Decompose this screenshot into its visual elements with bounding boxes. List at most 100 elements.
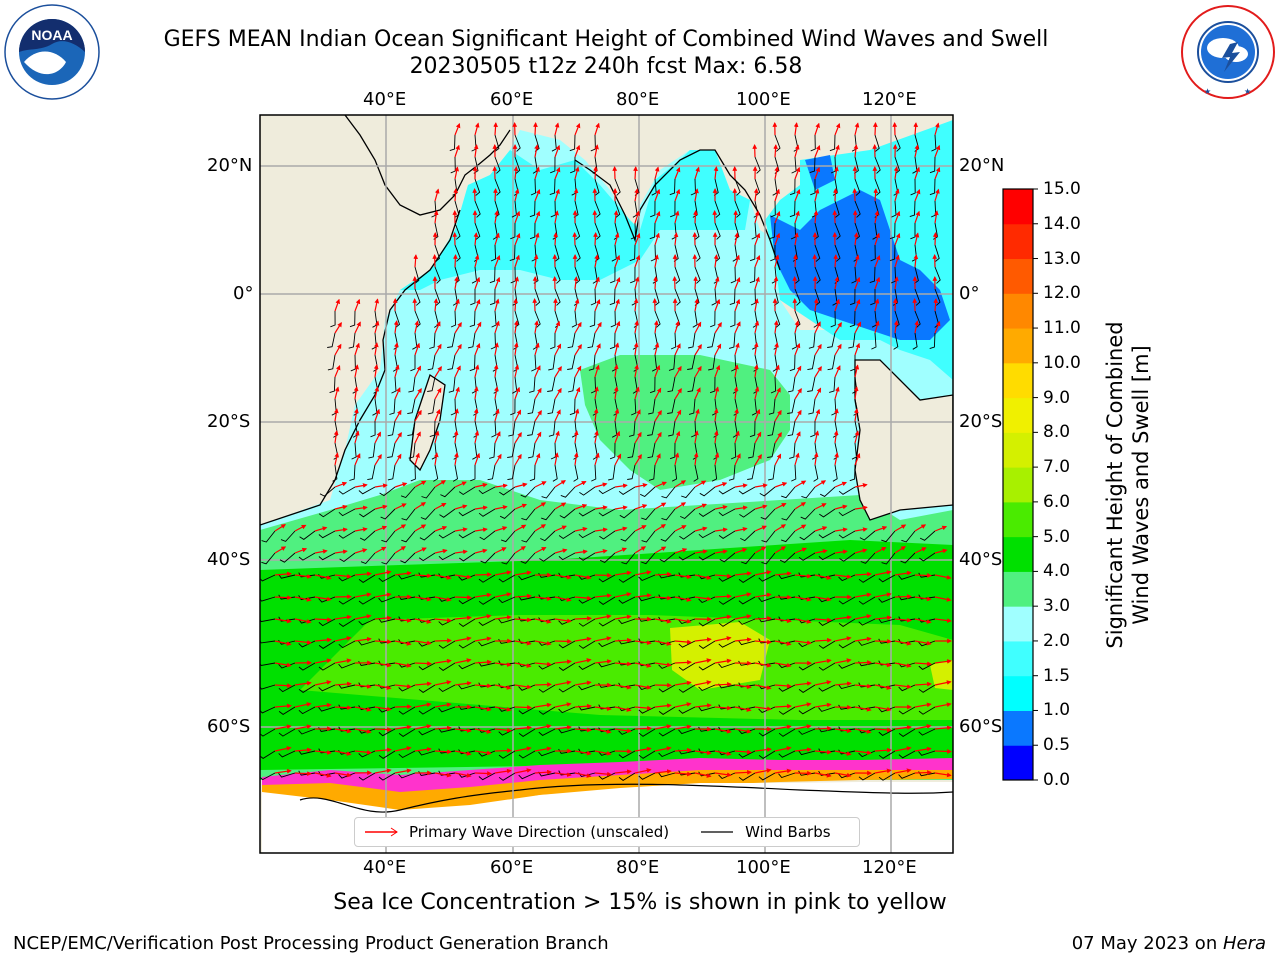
wind-barb [754,156,761,174]
wave-direction-arrow [614,298,620,312]
wind-barb [438,706,456,713]
wave-direction-arrow [434,617,452,623]
wave-direction-arrow [394,409,402,422]
wave-direction-arrow [374,386,380,400]
wave-direction-arrow [714,658,732,664]
wave-direction-arrow [454,549,468,555]
wave-direction-arrow [314,526,328,532]
wind-barb [489,288,496,306]
wave-direction-arrow [934,680,952,686]
wave-direction-arrow [814,480,827,488]
wave-direction-arrow [914,210,921,224]
wind-barb [650,200,656,218]
wave-direction-arrow [754,525,767,532]
map-subtitle: 20230505 t12z 240h fcst Max: 6.58 [409,54,803,79]
wind-barb [558,552,576,561]
wave-direction-arrow [554,618,572,624]
wave-direction-arrow [814,549,828,554]
wind-barb [738,596,756,605]
wave-direction-arrow [394,524,407,532]
wave-direction-arrow [514,640,532,646]
wind-barb [318,508,336,518]
wind-barb [808,398,816,415]
wind-barb [539,552,556,562]
wind-barb [518,750,536,759]
wave-direction-arrow [534,365,541,378]
wind-barb [789,354,796,372]
wave-direction-arrow [694,321,702,334]
wind-barb [408,376,416,393]
wind-barb [758,772,776,781]
wave-direction-arrow [714,573,732,579]
wind-barb [628,420,636,437]
wave-direction-arrow [754,320,760,334]
wave-direction-arrow [814,188,820,202]
wind-barb [260,574,276,582]
wind-barb [318,640,336,649]
wind-barb [878,750,896,759]
wave-direction-arrow [894,684,912,689]
wave-direction-arrow [574,658,592,664]
wind-barb [470,465,476,482]
wave-direction-arrow [894,210,901,224]
wave-direction-arrow [614,547,627,554]
wave-direction-arrow [554,409,561,422]
wave-direction-arrow [794,320,800,334]
wind-barb [261,552,276,565]
wave-direction-arrow [334,481,348,488]
wave-direction-arrow [734,408,739,422]
wind-barb [500,530,516,543]
wave-direction-arrow [554,144,561,158]
wave-direction-arrow [834,504,848,510]
wind-barb [827,332,836,348]
wind-barb [319,486,336,497]
wave-direction-arrow [854,122,860,136]
wind-barb [688,332,696,349]
wave-direction-arrow [914,724,932,730]
wave-direction-arrow [573,276,579,290]
wind-barb [649,222,656,240]
wind-barb [394,310,401,328]
wave-direction-arrow [634,409,641,422]
wave-direction-arrow [494,526,508,532]
wind-barb [260,684,276,690]
wind-barb [469,310,476,328]
wave-direction-arrow [874,525,888,532]
wave-direction-arrow [454,574,472,580]
wind-barb [529,464,536,482]
lon-tick-bottom: 100°E [736,857,791,878]
wind-barb [558,684,576,693]
wave-direction-arrow [494,298,500,312]
map-legend: Primary Wave Direction (unscaled) Wind B… [354,817,860,847]
wind-barb [494,134,500,152]
wave-direction-arrow [534,524,547,532]
wind-barb [761,530,776,543]
wind-barb [794,266,800,284]
wind-barb [434,244,441,262]
wave-direction-arrow [774,724,792,730]
wave-direction-arrow [394,618,412,623]
wave-direction-arrow [474,527,488,533]
wave-direction-arrow [534,431,542,444]
wave-direction-arrow [514,482,528,488]
wave-direction-arrow [414,524,427,532]
wave-direction-arrow [414,547,427,554]
wind-barb [730,266,736,284]
wind-barb [518,728,536,737]
wave-direction-arrow [654,703,672,709]
wave-direction-arrow [574,343,582,356]
wave-direction-arrow [854,527,868,532]
wave-direction-arrow [394,482,408,488]
wave-direction-arrow [513,298,518,312]
wave-direction-arrow [274,524,287,532]
wave-direction-arrow [734,571,752,576]
wind-barb [734,200,741,218]
wind-barb [407,398,416,415]
wave-direction-arrow [834,658,852,664]
wave-direction-arrow [774,364,780,378]
wave-direction-arrow [614,453,622,466]
wind-barb [858,640,876,646]
wave-direction-arrow [713,430,719,444]
wave-direction-arrow [914,320,919,334]
wave-direction-arrow [554,502,567,510]
